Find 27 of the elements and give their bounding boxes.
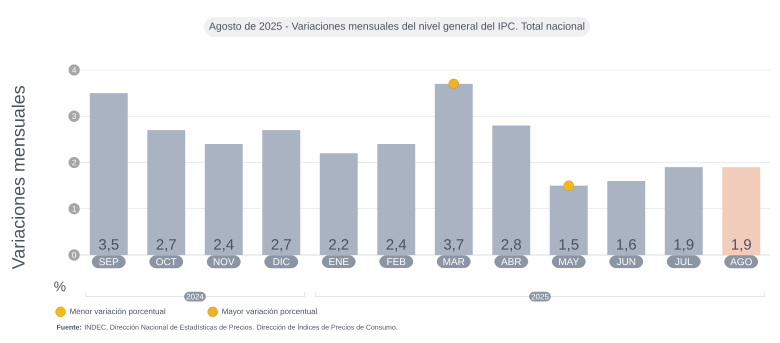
data-label: 2,7 (156, 239, 176, 252)
data-label: 2,4 (386, 239, 406, 252)
data-label: 3,7 (444, 239, 464, 252)
x-tick-label: MAY (559, 258, 579, 266)
x-tick-label: ABR (501, 258, 522, 266)
data-label: 3,5 (98, 239, 119, 252)
data-label: 1,9 (732, 239, 751, 252)
data-label: 2,4 (214, 239, 234, 252)
x-tick-label: MAR (444, 258, 464, 266)
x-tick-label: ENE (329, 258, 349, 266)
x-tick-label: FEB (387, 258, 406, 266)
data-label: 1,6 (617, 239, 636, 252)
text: % (54, 282, 66, 292)
chart-title: Agosto de 2025 - Variaciones mensuales del nivel general del IPC. Total nacional (209, 22, 584, 32)
x-tick-label: AGO (730, 258, 752, 266)
x-tick-label: DIC (273, 258, 290, 266)
data-label: 1,5 (560, 239, 579, 252)
data-label: 1,9 (674, 239, 694, 252)
x-tick-label: OCT (156, 258, 177, 266)
data-label: 2,8 (502, 239, 521, 252)
x-tick-label: JUL (675, 258, 692, 266)
data-label: 2,2 (329, 239, 348, 252)
x-tick-label: SEP (99, 258, 118, 266)
x-tick-label: NOV (214, 258, 235, 266)
x-tick-label: JUN (616, 258, 636, 266)
data-label: 2,7 (272, 239, 291, 252)
y-axis-title: Variaciones mensuales (12, 86, 25, 270)
